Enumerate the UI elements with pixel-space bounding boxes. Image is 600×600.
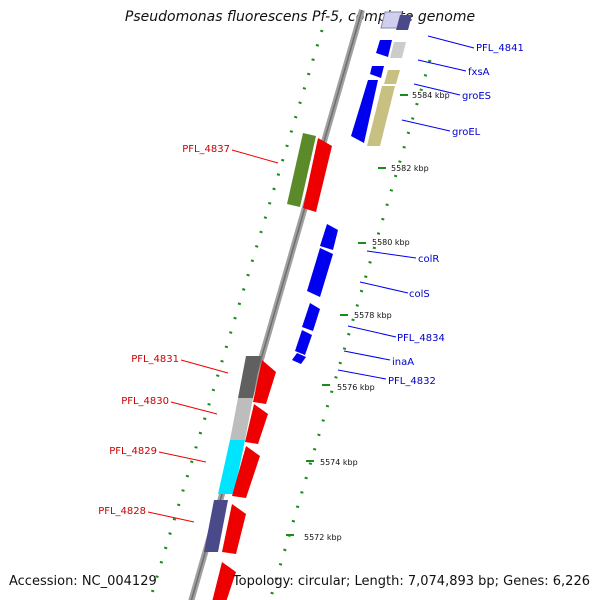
gene-pfl4829b-feature <box>232 446 260 498</box>
tick-label: 5572 kbp <box>304 533 342 542</box>
gene-pfl4834-feature <box>302 303 320 331</box>
gene-pfl4837-feature <box>287 133 316 207</box>
gene-bottom-feature <box>212 562 236 600</box>
label-leader <box>359 281 409 294</box>
reverse-features <box>204 133 332 600</box>
gene-groEL-feature <box>351 80 378 143</box>
gene-pfl4831-feature <box>238 356 261 398</box>
gene-groES-feature <box>370 66 384 78</box>
reverse-labels: PFL_4837 PFL_4831 PFL_4830 PFL_4829 PFL_… <box>98 144 279 523</box>
gene-label: PFL_4837 <box>182 144 230 155</box>
tick-label: 5574 kbp <box>320 458 358 467</box>
gene-label: fxsA <box>468 67 490 78</box>
gene-pfl4841b-feature <box>396 15 412 30</box>
gene-label: PFL_4841 <box>476 43 524 54</box>
gene-label: PFL_4834 <box>397 333 445 344</box>
tick-label: 5584 kbp <box>412 91 450 100</box>
gene-label: PFL_4829 <box>109 446 157 457</box>
forward-features <box>292 11 412 364</box>
tick-label: 5576 kbp <box>337 383 375 392</box>
gene-pfl4831b-feature <box>253 360 276 404</box>
gene-pfl4829-feature <box>218 440 245 494</box>
gene-pfl4828b-feature <box>222 504 246 554</box>
tick-label: 5580 kbp <box>372 238 410 247</box>
gene-fxsA-feature <box>376 40 392 57</box>
tick-label: 5578 kbp <box>354 311 392 320</box>
label-leader <box>401 119 451 132</box>
gene-colS-feature <box>307 248 333 297</box>
gene-label: PFL_4831 <box>131 354 179 365</box>
gene-pfl4830-feature <box>230 398 253 440</box>
label-leader <box>147 511 195 523</box>
gene-label: PFL_4828 <box>98 506 146 517</box>
gene-fxsA2-feature <box>390 42 406 58</box>
gene-label: groEL <box>452 127 481 138</box>
gene-colR-feature <box>320 224 338 250</box>
gene-pfl4837b-feature <box>303 138 332 212</box>
gene-pfl4830b-feature <box>245 404 268 444</box>
label-leader <box>231 149 279 164</box>
gene-label: colS <box>409 289 430 300</box>
gene-label: colR <box>418 254 439 265</box>
reverse-ring-guide <box>148 29 324 600</box>
label-leader <box>170 401 218 415</box>
gene-label: inaA <box>392 357 414 368</box>
label-leader <box>343 350 391 361</box>
label-leader <box>413 83 461 96</box>
tick-marks: 5584 kbp 5582 kbp 5580 kbp 5578 kbp 5576… <box>286 91 450 542</box>
label-leader <box>180 359 229 374</box>
accession-text: Accession: NC_004129 <box>9 574 157 589</box>
gene-groES2-feature <box>384 70 400 84</box>
label-leader <box>427 35 475 49</box>
forward-ring-guide <box>268 59 432 600</box>
gene-groEL2-feature <box>367 86 395 146</box>
label-leader <box>337 369 387 380</box>
tick-label: 5582 kbp <box>391 164 429 173</box>
gene-inaA-feature <box>295 330 312 355</box>
label-leader <box>347 325 397 338</box>
gene-label: PFL_4832 <box>388 376 436 387</box>
gene-pfl4828-feature <box>204 500 228 552</box>
genome-summary: Topology: circular; Length: 7,074,893 bp… <box>232 574 590 589</box>
gene-pfl4832-feature <box>292 353 306 364</box>
forward-labels: PFL_4841 fxsA groES groEL colR colS PFL_… <box>337 35 524 387</box>
gene-label: groES <box>462 91 491 102</box>
label-leader <box>417 59 467 72</box>
gene-label: PFL_4830 <box>121 396 169 407</box>
label-leader <box>158 451 207 463</box>
label-leader <box>366 250 417 259</box>
